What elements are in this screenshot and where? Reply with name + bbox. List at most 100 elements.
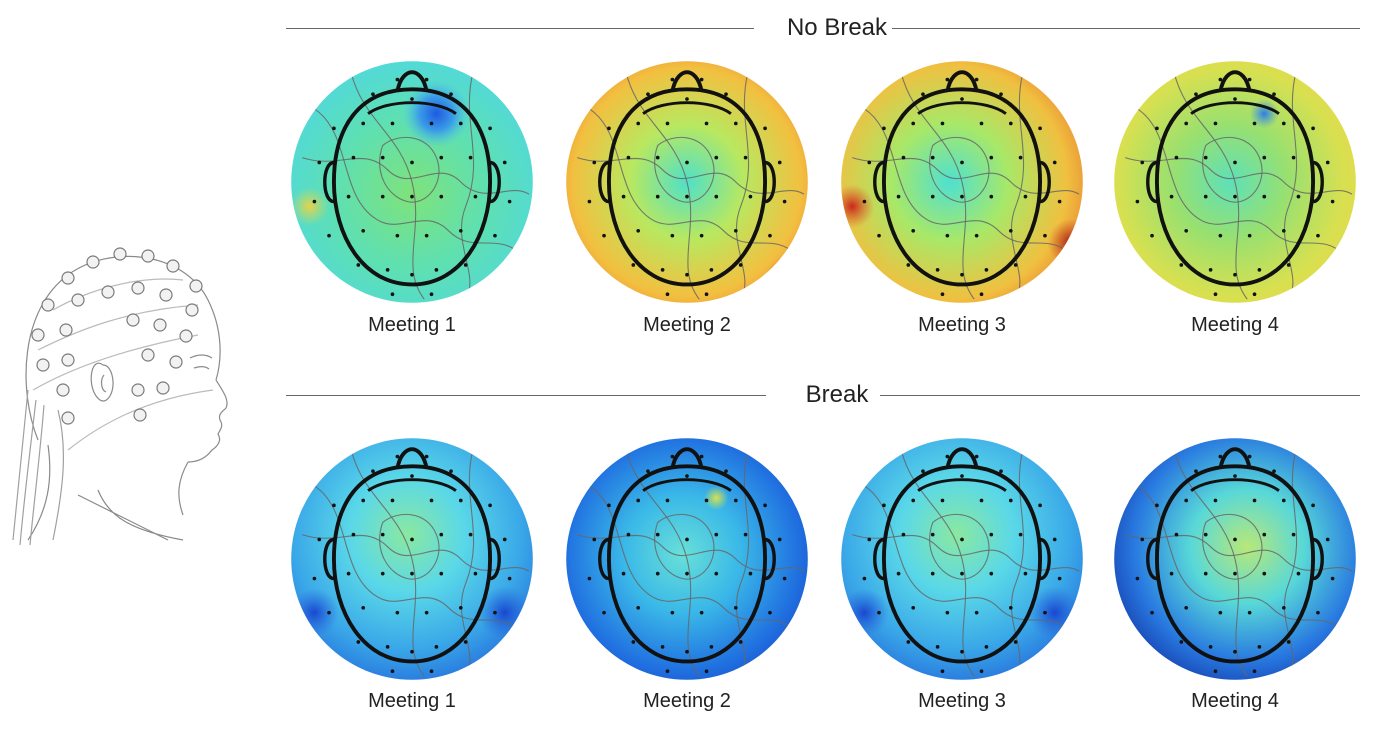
electrode-dot: [1233, 194, 1237, 199]
electrode-dot: [1184, 605, 1189, 610]
electrode-dot: [646, 469, 650, 473]
electrode-dot: [1262, 571, 1267, 576]
electrode-dot: [1291, 155, 1296, 160]
electrode-dot: [592, 160, 597, 165]
electrode-dot: [361, 228, 366, 233]
electrode-dot: [763, 503, 767, 508]
electrode-dot: [709, 268, 714, 272]
electrode-dot: [458, 498, 463, 503]
right-ear-outline: [1312, 160, 1324, 204]
electrode-dot: [989, 532, 994, 537]
electrode-dot: [602, 233, 606, 238]
electrode-dot: [974, 454, 979, 459]
electrode-dot: [960, 194, 964, 199]
electrode-dot: [346, 194, 351, 199]
electrode-dot: [636, 228, 641, 233]
meeting-label: Meeting 1: [368, 314, 456, 336]
electrode-dot: [768, 610, 772, 615]
electrode-dot: [410, 474, 414, 478]
electrode-dot: [424, 77, 429, 82]
electrode-dot: [380, 532, 385, 537]
electrode-dot: [724, 469, 728, 473]
electrode-dot: [395, 77, 400, 82]
electrode-dot: [979, 121, 984, 126]
contour-line: [864, 108, 1073, 256]
electrode-dot: [410, 160, 414, 165]
electrode-dot: [768, 233, 772, 238]
electrode-dot: [631, 263, 636, 267]
electrode-dot: [896, 194, 901, 199]
electrode-dot: [332, 503, 336, 508]
electrode-dot: [960, 571, 964, 576]
electrode-dot: [429, 292, 434, 297]
electrode-dot: [655, 155, 660, 160]
divider-line: [880, 395, 1360, 396]
electrode-dot: [665, 292, 670, 297]
electrode-dot: [733, 605, 738, 610]
electrode-dot: [1008, 605, 1013, 610]
electrode-dot: [631, 640, 636, 644]
electrode-dot: [1043, 610, 1047, 615]
electrode-dot: [724, 92, 728, 96]
electrode-dot: [1257, 645, 1262, 649]
electrode-dot: [1184, 228, 1189, 233]
topomap-svg: [566, 61, 808, 303]
electrode-dot: [424, 454, 429, 459]
forehead-outline: [367, 101, 457, 115]
electrode-dot: [1330, 576, 1335, 581]
contour-line: [350, 449, 425, 677]
electrode-dot: [670, 454, 675, 459]
electrode-dot: [380, 155, 385, 160]
electrode-dot: [1194, 92, 1198, 96]
electrode-dot: [867, 160, 872, 165]
electrode-dot: [646, 92, 650, 96]
topomap-svg: [841, 438, 1083, 680]
electrode-dot: [1213, 669, 1218, 674]
right-ear-outline: [1312, 537, 1324, 581]
topomap: [290, 60, 534, 304]
electrode-dot: [733, 121, 738, 126]
topomap: [565, 60, 809, 304]
electrode-dot: [1233, 474, 1237, 478]
electrode-dot: [896, 571, 901, 576]
electrode-dot: [1155, 126, 1159, 131]
electrode-dot: [361, 121, 366, 126]
section-header-break: Break: [286, 375, 1360, 415]
electrode-dot: [930, 532, 935, 537]
electrode-dot: [493, 233, 497, 238]
electrode-dot: [906, 263, 911, 267]
electrode-dot: [1057, 199, 1062, 204]
electrode-dot: [960, 537, 964, 542]
electrode-dot: [748, 571, 753, 576]
right-ear-outline: [1039, 160, 1051, 204]
electrode-dot: [361, 498, 366, 503]
head-outline: [331, 87, 493, 287]
electrode-dot: [607, 126, 611, 131]
electrode-dot: [1247, 77, 1252, 82]
electrode-dot: [351, 532, 356, 537]
electrode-dot: [714, 194, 719, 199]
electrode-dot: [1023, 571, 1028, 576]
electrode-dot: [714, 532, 719, 537]
electrode-dot: [1233, 649, 1237, 654]
electrode-dot: [699, 233, 704, 238]
forehead-outline: [1190, 101, 1280, 115]
electrode-dot: [390, 498, 395, 503]
divider-line: [892, 28, 1360, 29]
contour-line: [625, 449, 700, 677]
electrode-dot: [960, 97, 964, 101]
electrode-dot: [410, 649, 414, 654]
forehead-outline: [1190, 478, 1280, 492]
electrode-dot: [699, 610, 704, 615]
contour-line: [1202, 136, 1263, 203]
electrode-dot: [1008, 121, 1013, 126]
electrode-dot: [921, 469, 925, 473]
topomap-svg: [291, 438, 533, 680]
electrode-dot: [704, 292, 709, 297]
contour-line: [302, 157, 530, 195]
electrode-dot: [714, 571, 719, 576]
left-ear-outline: [323, 537, 335, 581]
electrode-dot: [704, 669, 709, 674]
electrode-dot: [1252, 121, 1257, 126]
contour-line: [929, 513, 990, 580]
